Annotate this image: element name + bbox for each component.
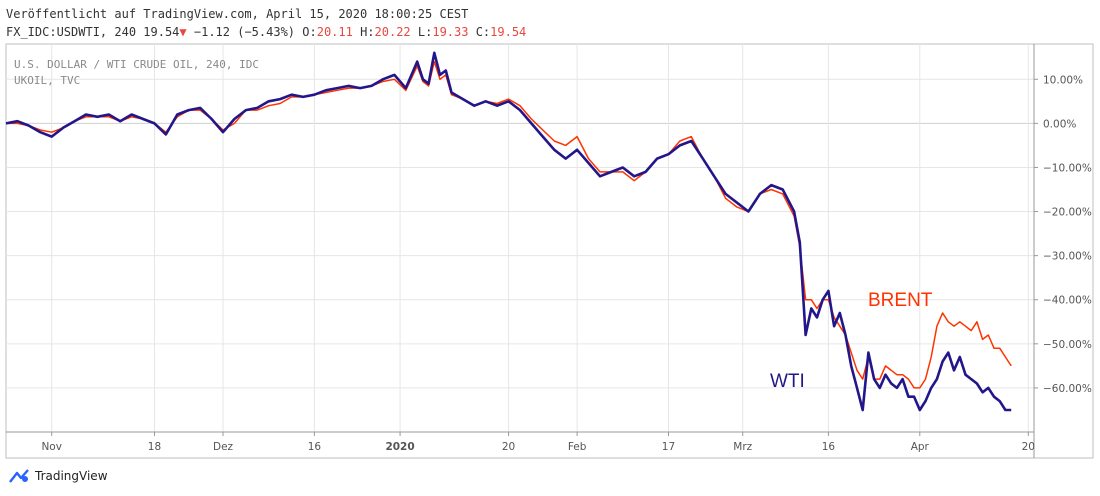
x-tick-label: 16 bbox=[822, 441, 836, 453]
y-tick-label: −50.00% bbox=[1043, 339, 1092, 351]
y-tick-label: −10.00% bbox=[1043, 162, 1092, 174]
open-label: O: bbox=[302, 25, 317, 39]
annotation-wti: WTI bbox=[770, 371, 805, 392]
legend-line-1: U.S. DOLLAR / WTI CRUDE OIL, 240, IDC bbox=[14, 58, 259, 71]
y-tick-label: −20.00% bbox=[1043, 207, 1092, 219]
x-tick-label: 18 bbox=[148, 441, 161, 453]
x-tick-label: 17 bbox=[662, 441, 675, 453]
low-value: 19.33 bbox=[432, 25, 469, 39]
y-tick-label: 10.00% bbox=[1043, 74, 1083, 86]
down-arrow-icon: ▼ bbox=[179, 25, 187, 39]
y-tick-label: −30.00% bbox=[1043, 251, 1092, 263]
symbol-line: FX_IDC:USDWTI, 240 19.54▼ −1.12 (−5.43%)… bbox=[6, 25, 526, 39]
y-tick-label: −60.00% bbox=[1043, 383, 1092, 395]
price-change: −1.12 (−5.43%) bbox=[193, 25, 296, 39]
y-tick-label: 0.00% bbox=[1043, 118, 1076, 130]
y-tick-label: −40.00% bbox=[1043, 295, 1092, 307]
published-line: Veröffentlicht auf TradingView.com, Apri… bbox=[6, 7, 469, 21]
x-tick-label: Apr bbox=[911, 441, 930, 453]
y-axis: 10.00% 0.00% −10.00% −20.00% −30.00% −40.00% −… bbox=[1034, 74, 1092, 395]
x-tick-label: Feb bbox=[568, 441, 587, 453]
high-label: H: bbox=[360, 25, 375, 39]
grid bbox=[6, 44, 1034, 432]
symbol-name: FX_IDC:USDWTI, 240 bbox=[6, 25, 137, 39]
x-tick-label: Mrz bbox=[733, 441, 752, 453]
low-label: L: bbox=[417, 25, 433, 39]
annotation-brent: BRENT bbox=[868, 290, 933, 311]
close-label: C: bbox=[475, 25, 491, 39]
close-value: 19.54 bbox=[490, 25, 527, 39]
x-tick-label: Dez bbox=[213, 441, 234, 453]
x-tick-label: 20 bbox=[502, 441, 515, 453]
legend-line-2: UKOIL, TVC bbox=[14, 74, 80, 87]
open-value: 20.11 bbox=[316, 25, 353, 39]
x-tick-label: 20 bbox=[1022, 441, 1035, 453]
chart-frame bbox=[5, 43, 1094, 459]
x-axis: Nov 18 Dez 16 2020 20 Feb 17 Mrz 16 Apr 20 bbox=[41, 432, 1035, 453]
series-wti bbox=[5, 51, 1012, 412]
x-tick-label: 16 bbox=[308, 441, 322, 453]
footer-brand[interactable]: TradingView bbox=[8, 469, 108, 483]
x-tick-label: 2020 bbox=[385, 441, 414, 453]
high-value: 20.22 bbox=[374, 25, 411, 39]
tradingview-logo-icon bbox=[9, 469, 29, 483]
x-tick-label: Nov bbox=[41, 441, 62, 453]
last-price: 19.54 bbox=[143, 25, 180, 39]
footer-brand-label: TradingView bbox=[35, 469, 108, 483]
